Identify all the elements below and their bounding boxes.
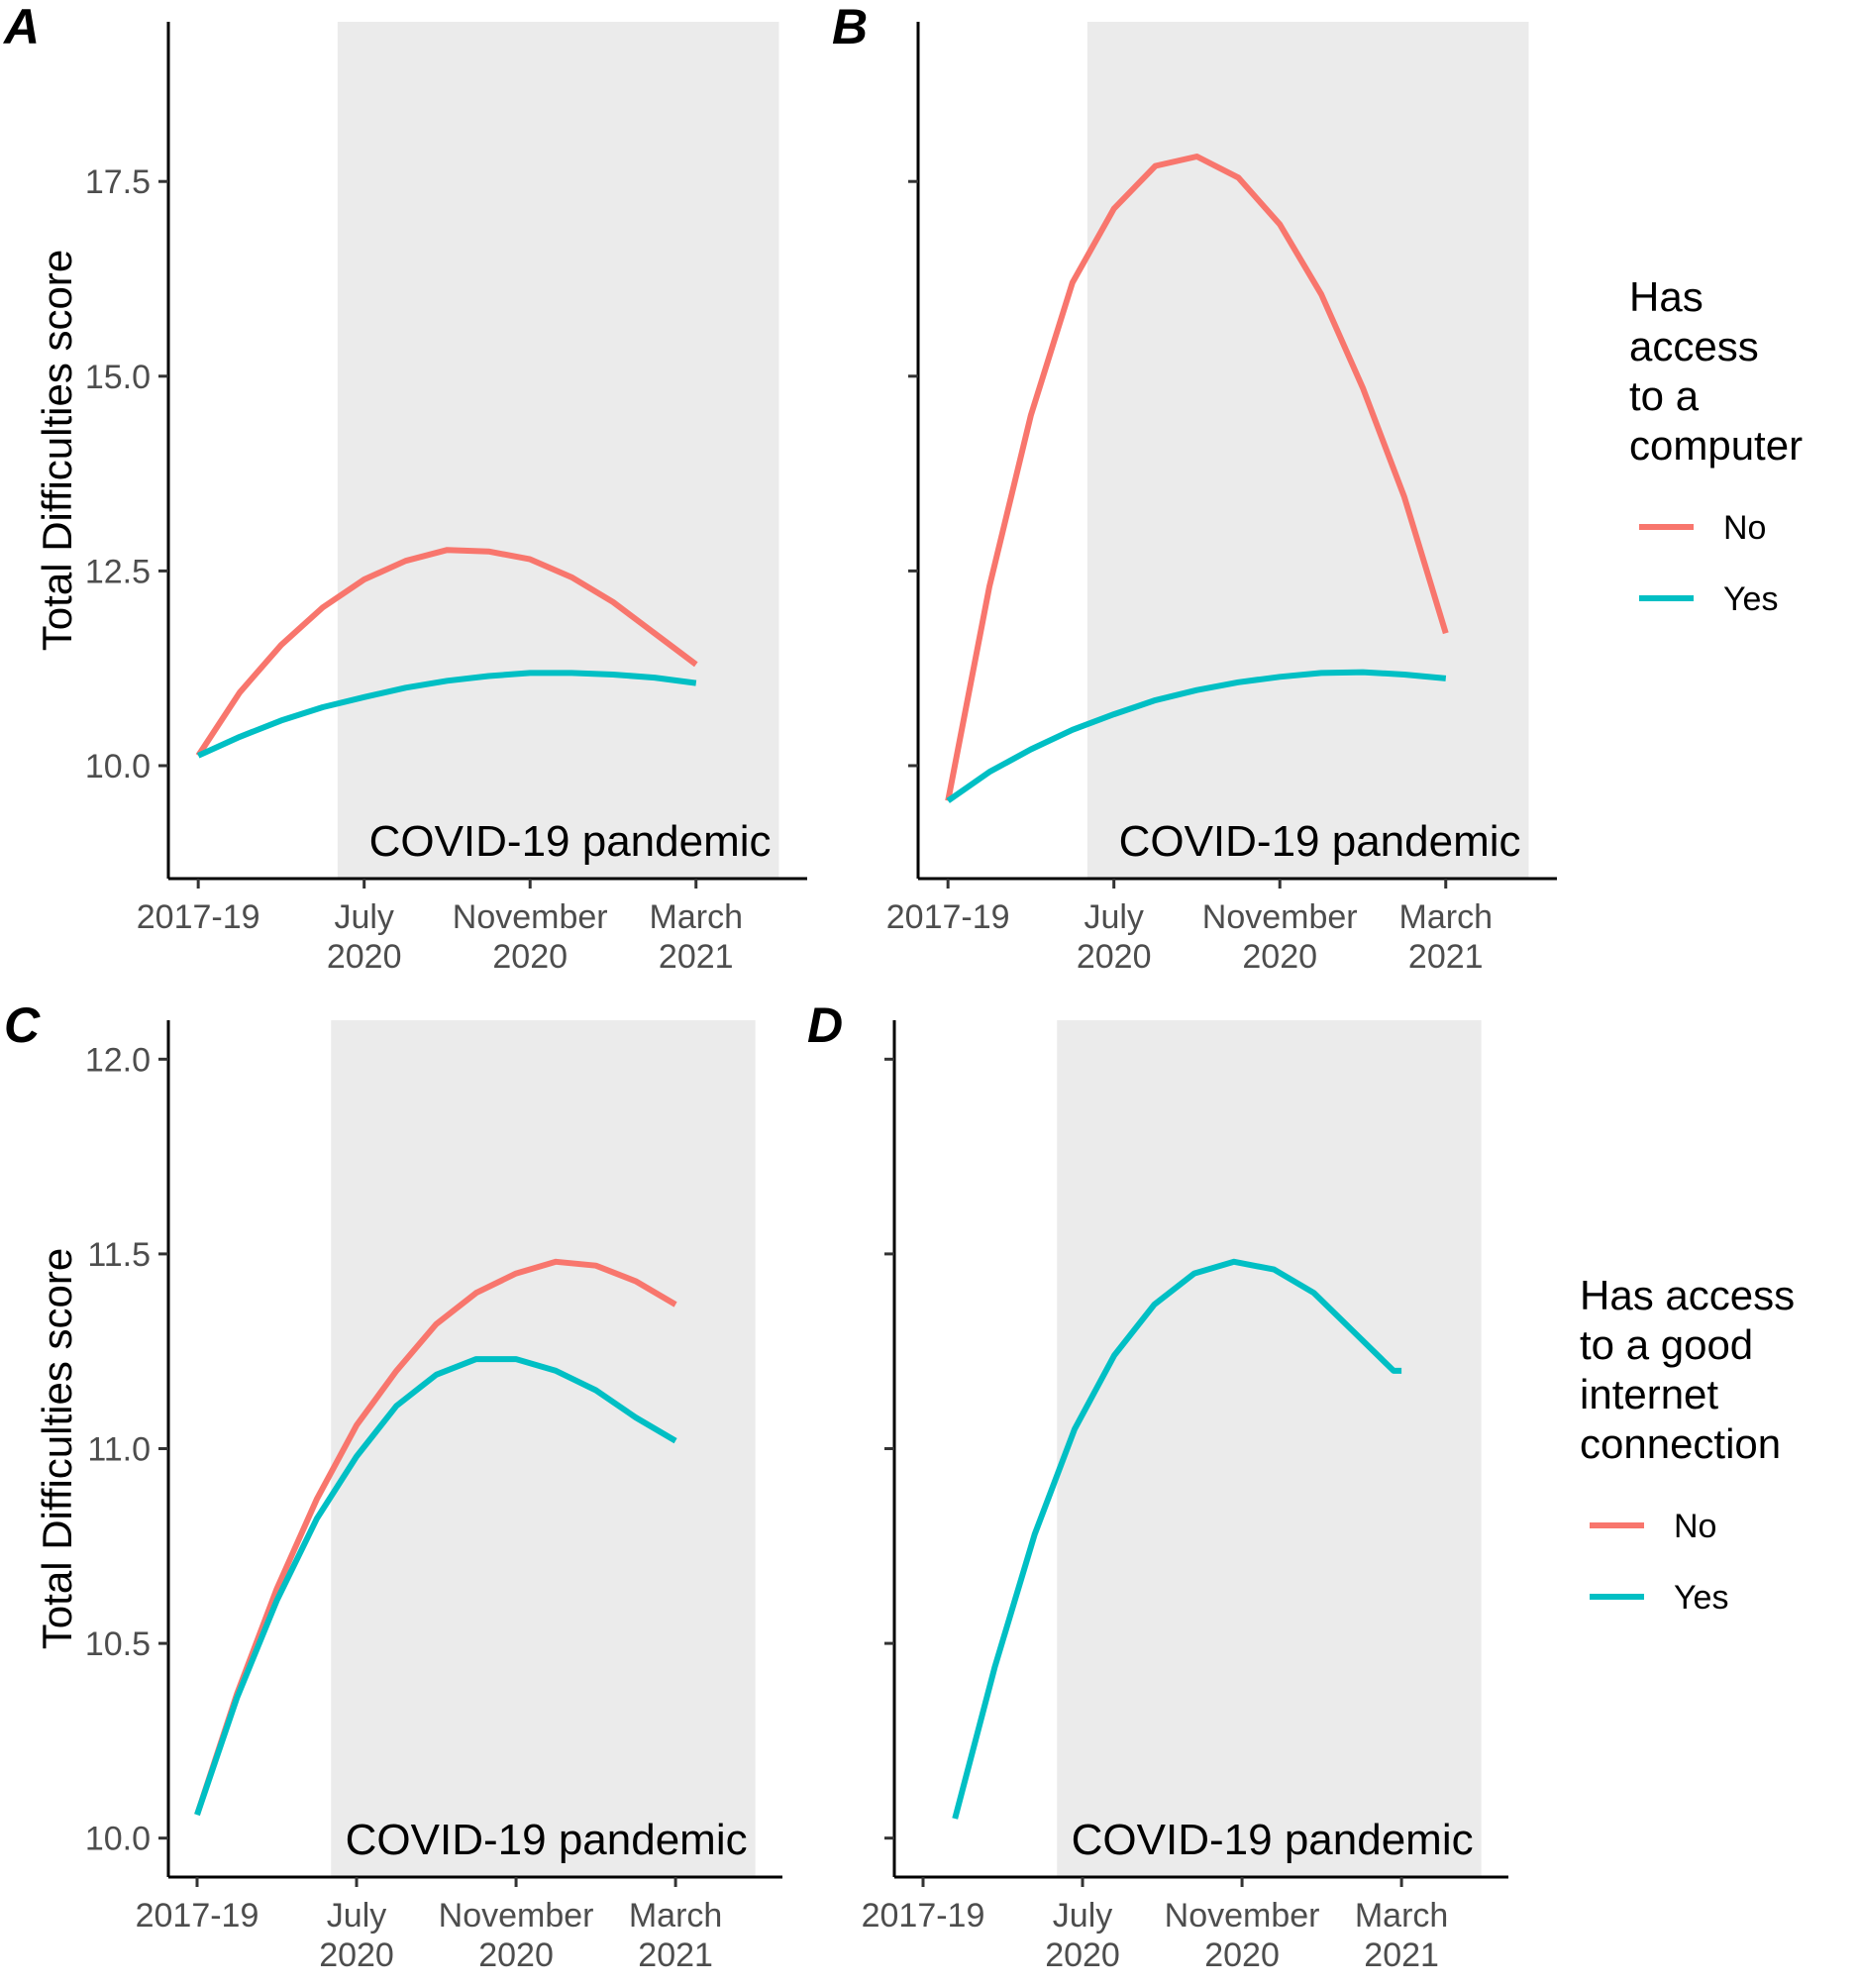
x-tick-label: March 2021 [1355,1897,1448,1974]
y-tick-label: 12.0 [85,1041,151,1079]
legend-1: Has access to a computer No Yes [1629,273,1803,618]
panels: COVID-19 pandemic 10.0 12.5 15.0 17.5 2017-19… [2,0,1557,1974]
x-tick-label: November 2020 [439,1897,594,1974]
x-tick-label: November 2020 [1202,898,1358,976]
legend-label-no: No [1674,1508,1716,1545]
x-tick-label: March 2021 [629,1897,722,1974]
panel-letter: B [832,0,868,54]
legend-2: Has access to a good internet connection No Y… [1580,1272,1795,1617]
series-line-yes [194,1356,677,1817]
y-tick-label: 11.0 [87,1431,151,1469]
pandemic-label: COVID-19 pandemic [1072,1816,1474,1864]
legend-label-no: No [1723,509,1766,547]
y-tick-label: 15.0 [85,359,151,396]
y-tick-label: 17.5 [85,163,151,201]
x-tick-label: July 2020 [1045,1897,1120,1974]
legend-title: Has access to a computer [1629,273,1803,469]
pandemic-label: COVID-19 pandemic [1119,817,1521,866]
legend-label-yes: Yes [1723,580,1778,618]
panel-A: COVID-19 pandemic 10.0 12.5 15.0 17.5 2017-19… [2,0,807,976]
x-tick-label: November 2020 [453,898,608,976]
panel-D: COVID-19 pandemic 2017-19 July 2020 November… [807,997,1508,1974]
series-line-yes [196,670,697,759]
pandemic-shading [331,1020,756,1877]
series-line-yes [946,669,1447,803]
legend-label-yes: Yes [1674,1579,1728,1617]
pandemic-shading [337,22,779,879]
pandemic-label: COVID-19 pandemic [346,1816,748,1864]
y-tick-label: 10.0 [85,1821,151,1858]
series-line-yes [952,1258,1402,1820]
x-tick-label: 2017-19 [886,898,1010,936]
y-tick-label: 11.5 [87,1236,151,1274]
x-tick-label: July 2020 [319,1897,394,1974]
y-axis-title: Total Difficulties score [34,1248,80,1649]
x-tick-label: March 2021 [650,898,743,976]
panel-C: COVID-19 pandemic 10.0 10.5 11.0 11.5 12.0 201… [4,997,782,1974]
x-tick-label: July 2020 [327,898,402,976]
panel-letter: A [2,0,40,54]
pandemic-shading [1086,22,1529,879]
panel-letter: C [4,997,41,1053]
x-tick-label: 2017-19 [862,1897,985,1935]
y-tick-label: 12.5 [85,553,151,590]
pandemic-shading [1057,1020,1482,1877]
x-tick-label: July 2020 [1077,898,1152,976]
y-tick-label: 10.5 [85,1625,151,1663]
series-line-no [194,1258,677,1817]
panel-letter: D [807,997,843,1053]
y-axis-title: Total Difficulties score [34,250,80,651]
x-tick-label: March 2021 [1399,898,1493,976]
x-tick-label: 2017-19 [136,1897,259,1935]
y-tick-label: 10.0 [85,748,151,785]
legend-title: Has access to a good internet connection [1580,1272,1795,1467]
pandemic-label: COVID-19 pandemic [369,817,772,866]
panel-B: COVID-19 pandemic 2017-19 July 2020 November… [832,0,1557,976]
series-line-no [945,154,1449,801]
x-tick-label: 2017-19 [137,898,260,936]
series-line-no [195,547,698,758]
x-tick-label: November 2020 [1165,1897,1320,1974]
